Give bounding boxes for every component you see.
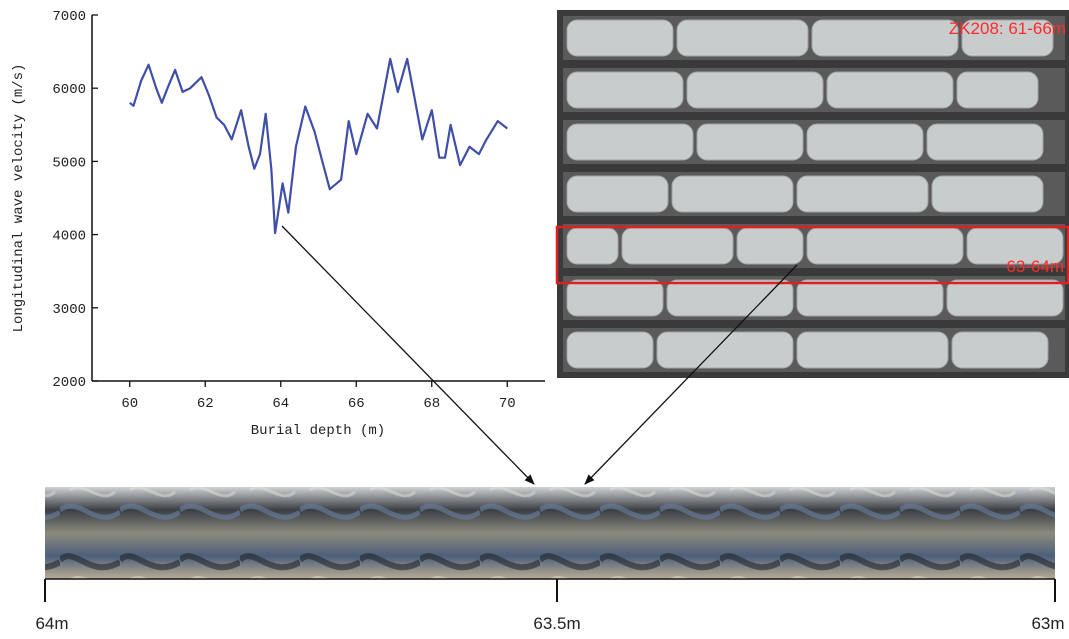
core-piece	[567, 280, 663, 316]
scale-label: 63m	[1031, 614, 1064, 633]
core-piece	[567, 176, 668, 212]
core-piece	[827, 72, 953, 108]
core-piece	[677, 20, 808, 56]
y-tick-label: 7000	[52, 9, 86, 25]
core-piece	[737, 228, 803, 264]
x-tick-label: 60	[121, 396, 138, 412]
x-tick-label: 68	[423, 396, 440, 412]
x-tick-label: 70	[499, 396, 516, 412]
y-tick-label: 4000	[52, 229, 86, 245]
core-piece	[812, 20, 958, 56]
figure: ZK208: 61-66m 63-64m 64m 63.5m 63m Buria…	[0, 0, 1069, 639]
scale-label: 64m	[35, 614, 68, 633]
y-tick-label: 2000	[52, 375, 86, 391]
x-tick-label: 66	[348, 396, 365, 412]
core-piece	[797, 280, 943, 316]
core-piece	[567, 124, 693, 160]
core-piece	[567, 228, 618, 264]
y-tick-label: 5000	[52, 155, 86, 171]
core-piece	[657, 332, 793, 368]
core-photo: ZK208: 61-66m 63-64m	[557, 10, 1069, 378]
borehole-scan: 64m 63.5m 63m	[35, 487, 1064, 633]
core-piece	[687, 72, 823, 108]
arrow	[282, 226, 534, 484]
y-tick-label: 3000	[52, 302, 86, 318]
core-piece	[622, 228, 733, 264]
core-piece	[672, 176, 793, 212]
core-piece	[567, 332, 653, 368]
y-tick-label: 6000	[52, 82, 86, 98]
core-piece	[667, 280, 793, 316]
core-piece	[697, 124, 803, 160]
x-tick-label: 64	[272, 396, 289, 412]
core-piece	[567, 72, 683, 108]
core-label: ZK208: 61-66m	[949, 19, 1066, 38]
core-piece	[797, 332, 948, 368]
core-piece	[927, 124, 1043, 160]
core-piece	[957, 72, 1038, 108]
core-piece	[807, 124, 923, 160]
core-piece	[947, 280, 1063, 316]
highlight-label: 63-64m	[1006, 257, 1064, 276]
y-axis-title: Longitudinal wave velocity (m/s)	[11, 64, 27, 333]
scale-label: 63.5m	[533, 614, 580, 633]
x-axis-title: Burial depth (m)	[251, 423, 385, 439]
core-piece	[932, 176, 1043, 212]
velocity-line	[130, 59, 508, 233]
core-piece	[952, 332, 1048, 368]
core-piece	[567, 20, 673, 56]
core-piece	[807, 228, 963, 264]
core-piece	[797, 176, 928, 212]
x-tick-label: 62	[197, 396, 214, 412]
line-chart: Burial depth (m) Longitudinal wave veloc…	[11, 9, 545, 439]
